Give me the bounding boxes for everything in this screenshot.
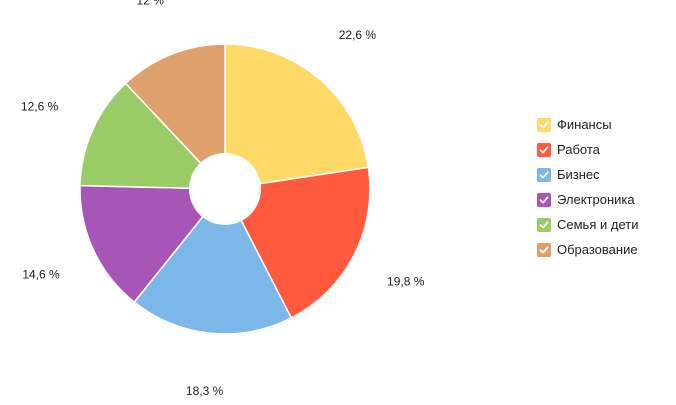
- slice-value-label: 19,8 %: [387, 275, 425, 289]
- legend-item[interactable]: Бизнес: [537, 162, 638, 187]
- slice-value-label: 12 %: [137, 0, 165, 7]
- legend-item[interactable]: Образование: [537, 237, 638, 262]
- checkmark-icon[interactable]: [537, 167, 551, 182]
- checkmark-icon[interactable]: [537, 242, 551, 257]
- legend-item[interactable]: Электроника: [537, 187, 638, 212]
- pie-slice-1[interactable]: [223, 166, 371, 319]
- legend-item[interactable]: Работа: [537, 137, 638, 162]
- pie-slice-0[interactable]: [224, 43, 370, 190]
- slice-value-label: 22,6 %: [339, 28, 377, 42]
- checkmark-icon[interactable]: [537, 217, 551, 232]
- slice-value-label: 14,6 %: [22, 268, 60, 282]
- legend-label: Семья и дети: [557, 217, 639, 232]
- slice-value-label: 12,6 %: [21, 99, 59, 113]
- slice-value-label: 18,3 %: [186, 384, 224, 398]
- pie-slice-4[interactable]: [79, 82, 227, 190]
- legend-item[interactable]: Финансы: [537, 112, 638, 137]
- pie-slice-5[interactable]: [124, 43, 226, 191]
- pie-slice-2[interactable]: [133, 187, 293, 335]
- legend-label: Образование: [557, 242, 638, 257]
- legend-label: Финансы: [557, 117, 612, 132]
- donut-hole: [189, 153, 261, 225]
- legend-item[interactable]: Семья и дети: [537, 212, 638, 237]
- checkmark-icon[interactable]: [537, 142, 551, 157]
- pie-slices: [79, 43, 371, 335]
- pie-slice-3[interactable]: [79, 184, 227, 304]
- legend-label: Электроника: [557, 192, 635, 207]
- slice-labels: 22,6 % 19,8 % 18,3 % 14,6 % 12,6 % 12 %: [21, 0, 425, 398]
- checkmark-icon[interactable]: [537, 117, 551, 132]
- legend-label: Работа: [557, 142, 600, 157]
- checkmark-icon[interactable]: [537, 192, 551, 207]
- legend: Финансы Работа Бизнес Электроника Семья и де…: [537, 112, 638, 262]
- legend-label: Бизнес: [557, 167, 600, 182]
